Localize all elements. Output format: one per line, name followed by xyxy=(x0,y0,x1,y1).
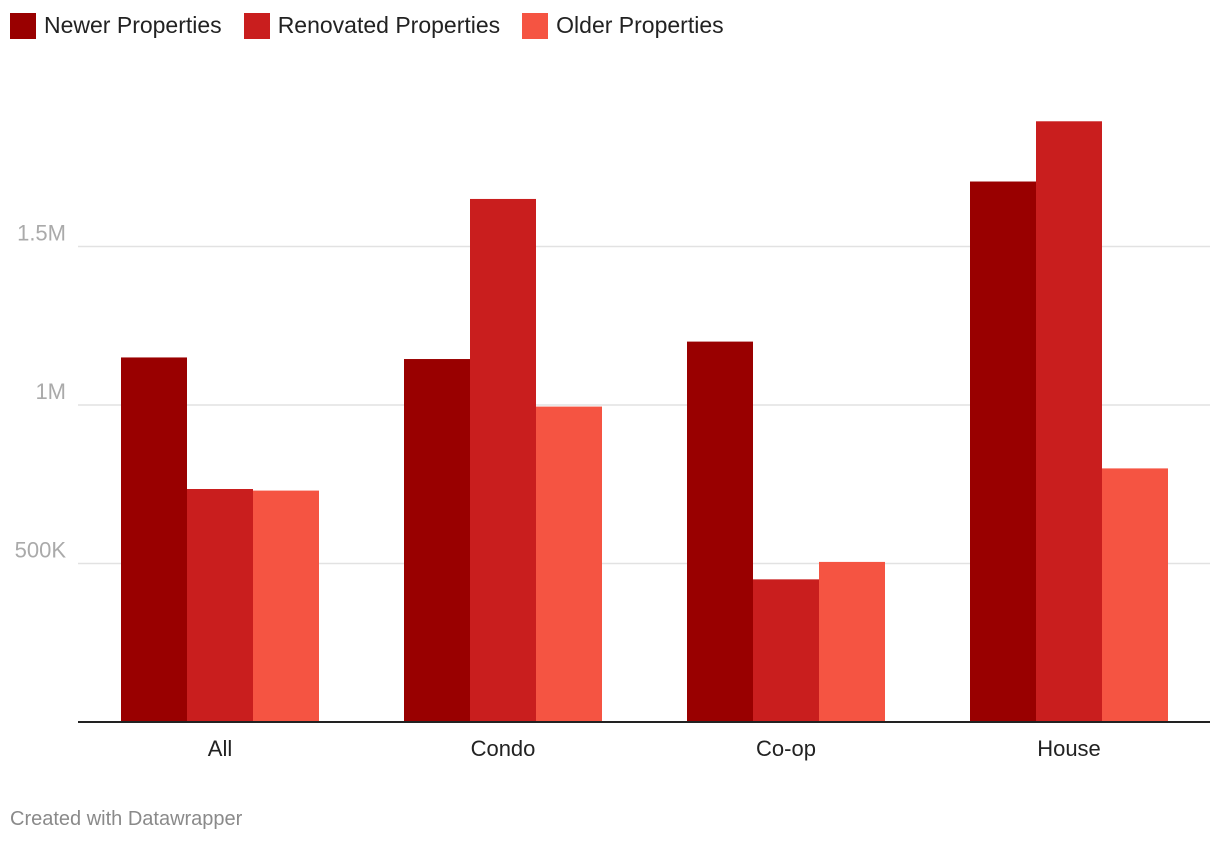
legend-swatch-newer xyxy=(10,12,36,39)
legend-label-older: Older Properties xyxy=(556,12,724,38)
x-category-label: Condo xyxy=(471,736,536,761)
y-tick-label: 1.5M xyxy=(17,221,66,246)
bar-all-series-1[interactable] xyxy=(187,489,253,722)
bar-all-series-2[interactable] xyxy=(253,490,319,722)
bar-house-series-2[interactable] xyxy=(1102,468,1168,722)
bar-all-series-0[interactable] xyxy=(121,357,187,722)
credit-text: Created with Datawrapper xyxy=(10,808,243,830)
bar-co-op-series-0[interactable] xyxy=(687,341,753,722)
legend-item-newer[interactable]: Newer Properties xyxy=(10,12,222,39)
y-tick-label: 500K xyxy=(15,538,67,563)
bar-condo-series-0[interactable] xyxy=(404,359,470,722)
x-category-label: Co-op xyxy=(756,736,816,761)
bar-co-op-series-1[interactable] xyxy=(753,579,819,722)
bar-condo-series-2[interactable] xyxy=(536,406,602,722)
legend-item-older[interactable]: Older Properties xyxy=(522,12,724,39)
bar-house-series-0[interactable] xyxy=(970,181,1036,722)
x-category-label: All xyxy=(208,736,232,761)
y-tick-label: 1M xyxy=(35,379,66,404)
bar-house-series-1[interactable] xyxy=(1036,121,1102,722)
legend-label-renovated: Renovated Properties xyxy=(277,12,501,38)
chart-legend: Newer Properties Renovated Properties Ol… xyxy=(10,12,724,39)
bar-co-op-series-2[interactable] xyxy=(819,561,885,722)
x-category-label: House xyxy=(1037,736,1101,761)
legend-swatch-older xyxy=(522,12,549,39)
legend-item-renovated[interactable]: Renovated Properties xyxy=(243,12,501,39)
legend-swatch-renovated xyxy=(243,12,270,39)
bar-condo-series-1[interactable] xyxy=(470,198,536,722)
legend-label-newer: Newer Properties xyxy=(44,12,222,38)
